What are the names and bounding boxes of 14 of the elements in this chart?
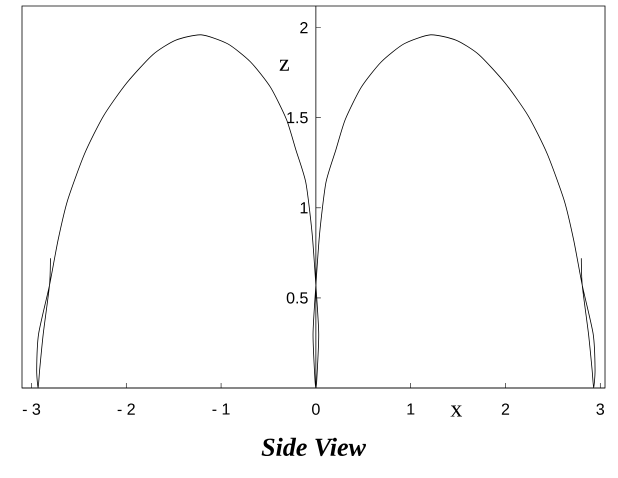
x-tick-label: - 2	[118, 404, 135, 415]
y-tick-label: 1.5	[287, 112, 308, 124]
y-tick-label: 2	[300, 22, 308, 34]
x-tick-label: 0	[312, 404, 320, 415]
x-tick-label: - 1	[212, 404, 230, 415]
x-tick-label: 2	[502, 404, 510, 415]
y-tick-label: 1	[300, 202, 308, 214]
text: Side View	[262, 438, 366, 456]
x-axis-title: x	[450, 406, 462, 417]
x-tick-label: - 3	[22, 404, 40, 415]
x-tick-label: 1	[407, 404, 414, 415]
y-axis-title: z	[280, 60, 290, 71]
y-tick-label: 0.5	[286, 292, 308, 304]
x-tick-label: 3	[596, 404, 604, 415]
